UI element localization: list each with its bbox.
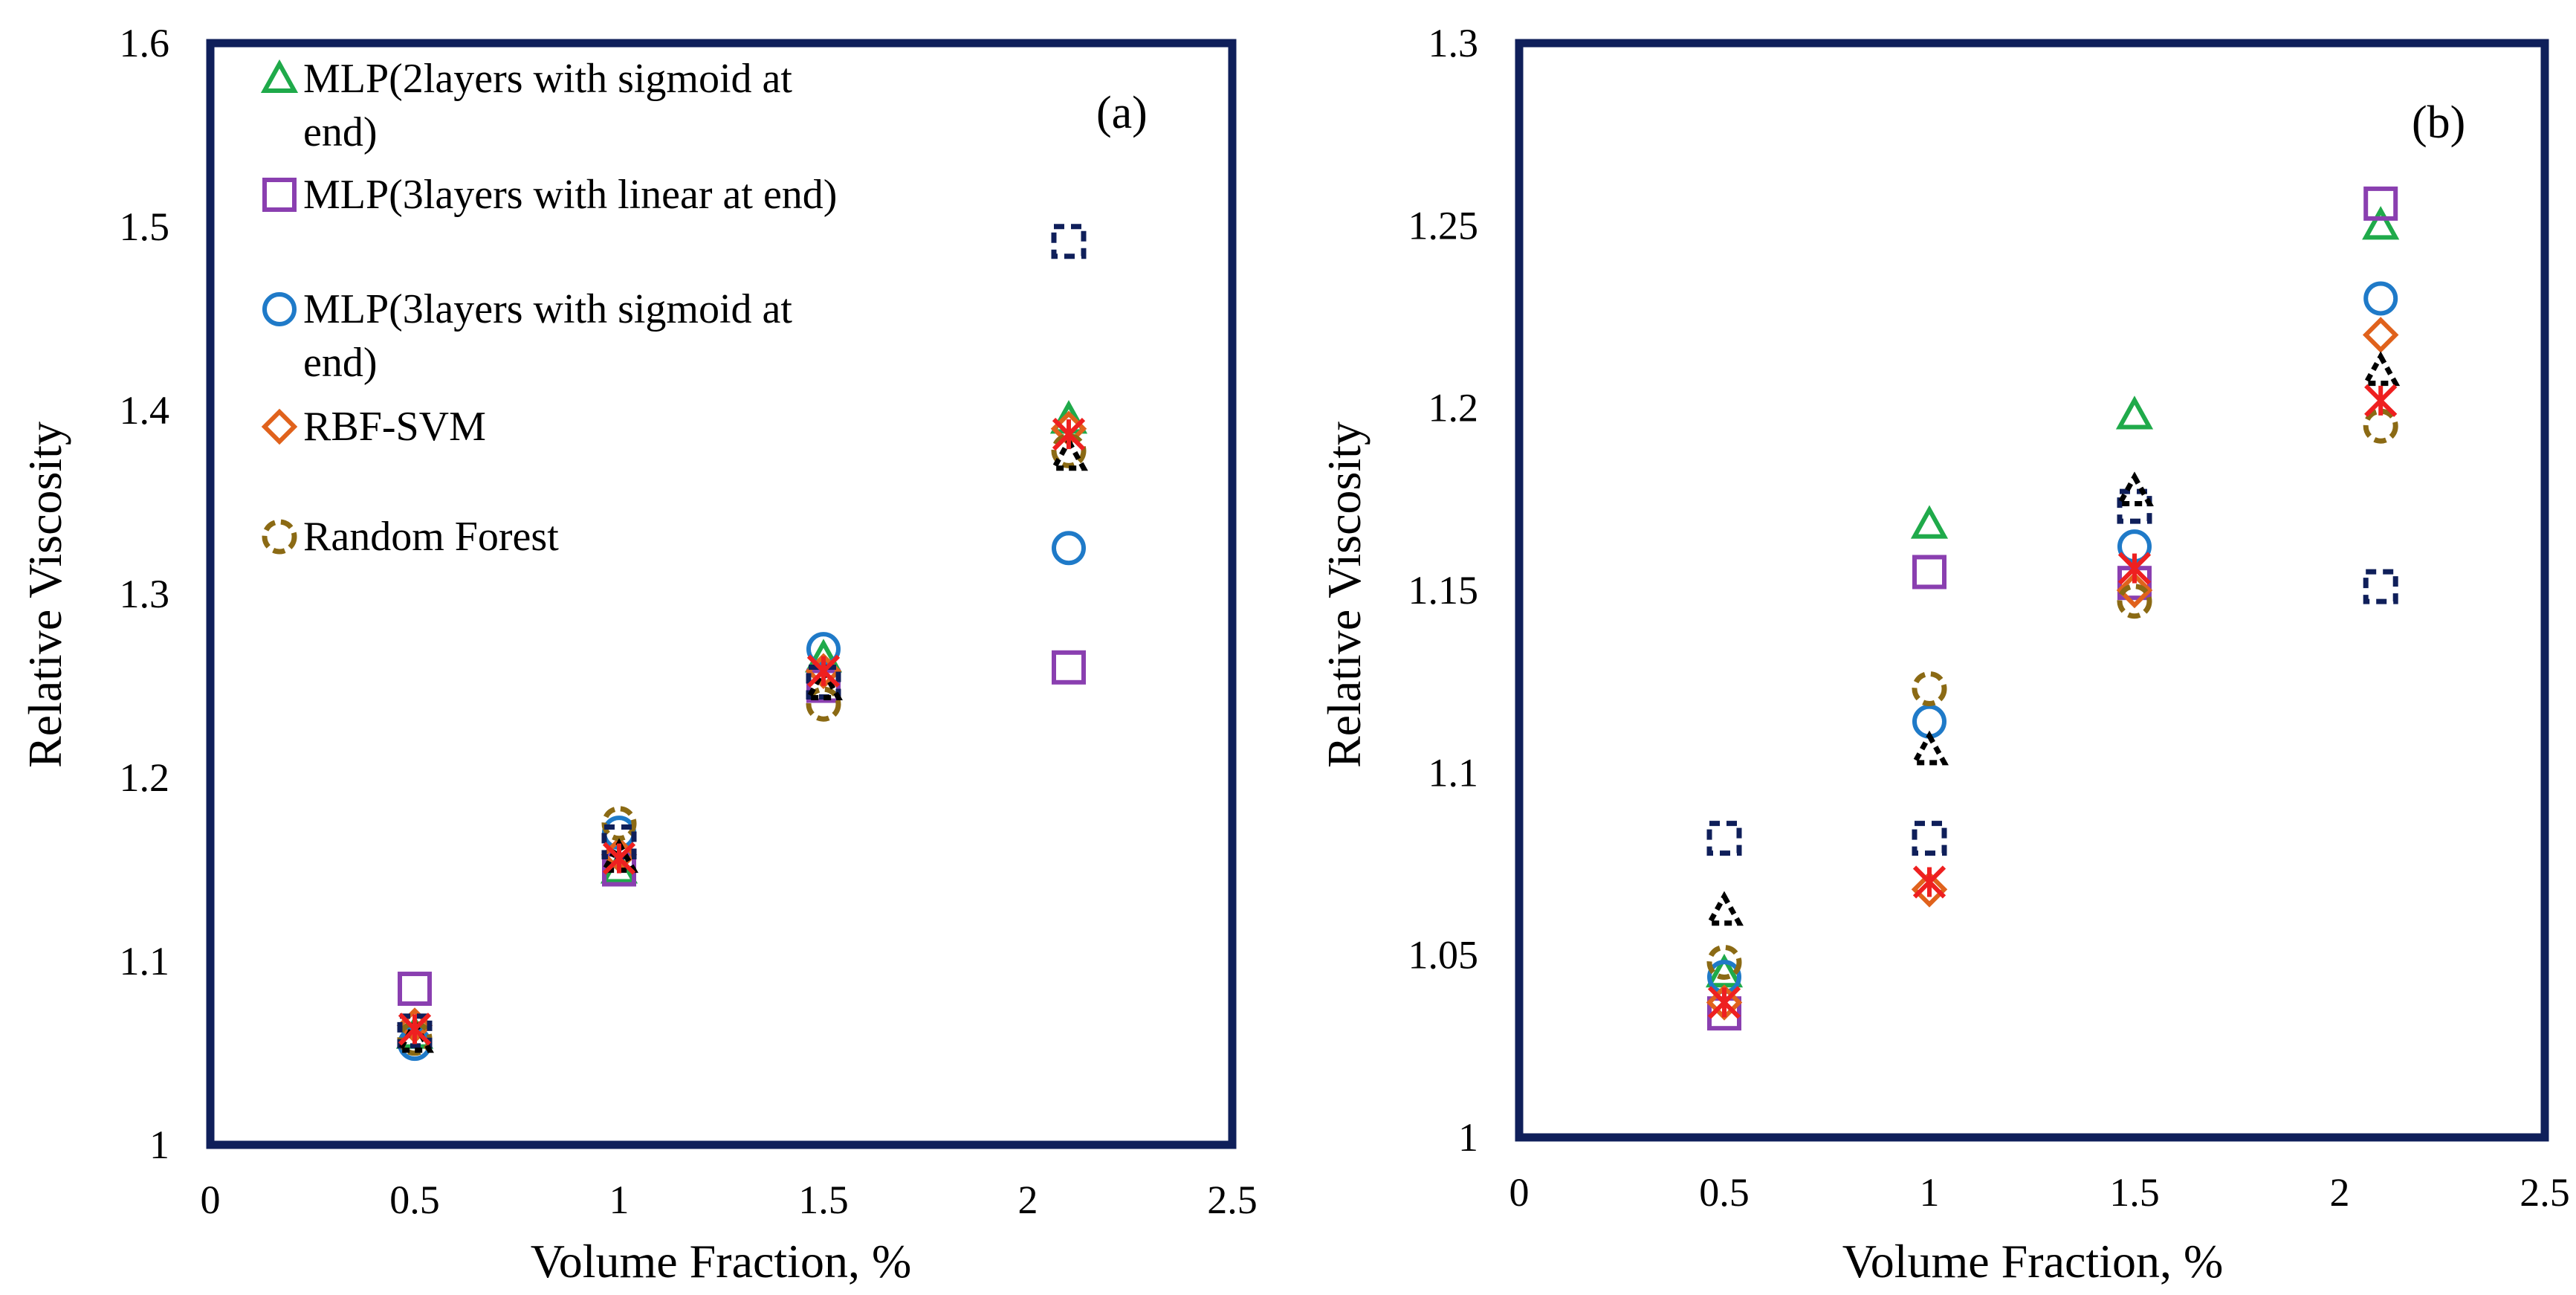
legend-entry: Random Forest xyxy=(262,514,559,560)
data-point xyxy=(1052,650,1086,685)
data-point xyxy=(2117,552,2152,585)
data-point xyxy=(2117,584,2152,619)
data-points-a xyxy=(395,224,1088,1062)
data-point xyxy=(1706,821,1742,856)
data-point xyxy=(2361,351,2401,387)
legend-label: Random Forest xyxy=(303,514,559,560)
x-tick-label: 1 xyxy=(1920,1170,1940,1215)
panel-label-a: (a) xyxy=(1096,88,1148,138)
data-point xyxy=(2363,408,2398,444)
x-tick-label: 2 xyxy=(1018,1178,1038,1222)
data-point xyxy=(1049,436,1088,471)
data-point xyxy=(806,665,841,700)
data-point xyxy=(804,665,843,700)
data-point xyxy=(2116,572,2153,609)
data-point xyxy=(1051,433,1087,468)
data-point xyxy=(2364,384,2398,417)
x-tick-label: 2 xyxy=(2330,1170,2350,1215)
tick-labels-a: 0 0.5 1 1.5 2 2.5 1 1.1 1.2 1.3 1.4 1.5 1.6 xyxy=(120,21,1258,1222)
data-point xyxy=(806,654,841,688)
y-tick-label: 1.05 xyxy=(1408,933,1479,978)
legend-label: end) xyxy=(303,340,378,386)
y-tick-label: 1.6 xyxy=(120,21,170,65)
data-point xyxy=(2363,186,2398,221)
y-tick-label: 1 xyxy=(1458,1115,1478,1160)
legend-entry: RBF-SVM xyxy=(261,404,486,450)
legend-label: MLP(3layers with sigmoid at xyxy=(303,286,792,332)
data-points-b xyxy=(1705,186,2401,1031)
x-tick-label: 1.5 xyxy=(798,1178,849,1222)
data-point xyxy=(1706,944,1742,980)
data-point xyxy=(1910,730,1949,766)
data-point xyxy=(1707,986,1741,1019)
panel-b: (b) Relative Viscosity Volume Fraction, … xyxy=(1318,21,2570,1288)
y-tick-label: 1.3 xyxy=(1428,21,1479,65)
x-tick-label: 0.5 xyxy=(1699,1170,1750,1215)
tick-labels-b: 0 0.5 1 1.5 2 2.5 1 1.05 1.1 1.15 1.2 1.25 1.3 xyxy=(1408,21,2570,1215)
data-point xyxy=(397,1013,433,1049)
data-point xyxy=(2362,206,2400,240)
data-point xyxy=(1912,555,1946,590)
x-tick-label: 1 xyxy=(609,1178,630,1222)
legend: MLP(2layers with sigmoid atend)MLP(3laye… xyxy=(260,56,837,560)
x-tick-label: 2.5 xyxy=(2520,1170,2570,1215)
x-axis-title-b: Volume Fraction, % xyxy=(1842,1235,2224,1288)
x-tick-label: 0 xyxy=(1509,1170,1530,1215)
data-point xyxy=(1912,671,1947,706)
legend-label: RBF-SVM xyxy=(303,404,486,450)
legend-entry: MLP(2layers with sigmoid at end) xyxy=(260,56,792,155)
y-axis-title-b: Relative Viscosity xyxy=(1318,422,1370,768)
y-tick-label: 1.2 xyxy=(120,755,170,800)
x-tick-label: 0.5 xyxy=(389,1178,440,1222)
data-point xyxy=(1051,224,1087,259)
data-point xyxy=(2363,569,2398,604)
circle-legend-icon xyxy=(262,292,297,326)
data-point xyxy=(1911,871,1948,908)
data-point xyxy=(1910,505,1949,539)
data-point xyxy=(2117,488,2152,524)
data-point xyxy=(1912,821,1947,856)
y-tick-label: 1 xyxy=(149,1123,169,1167)
legend-label: end) xyxy=(303,109,378,155)
data-point xyxy=(1705,891,1744,926)
data-point xyxy=(602,842,636,875)
legend-label: MLP(2layers with sigmoid at xyxy=(303,56,792,102)
square-legend-icon xyxy=(262,178,297,212)
data-point xyxy=(2362,317,2399,353)
data-point xyxy=(600,838,638,873)
triangle-legend-icon xyxy=(260,59,299,93)
dashed-circle-legend-icon xyxy=(262,519,297,555)
panel-a: (a) Relative Viscosity Volume Fraction, … xyxy=(19,21,1258,1288)
x-tick-label: 2.5 xyxy=(1207,1178,1258,1222)
legend-label: MLP(3layers with linear at end) xyxy=(303,172,837,218)
legend-entry: MLP(3layers with linear at end) xyxy=(262,172,837,218)
y-tick-label: 1.5 xyxy=(120,204,170,249)
x-axis-title-a: Volume Fraction, % xyxy=(531,1235,912,1288)
data-point xyxy=(1912,865,1946,899)
plot-frame-a xyxy=(206,39,1237,1149)
x-tick-label: 0 xyxy=(201,1178,221,1222)
y-axis-title-a: Relative Viscosity xyxy=(19,422,71,768)
diamond-legend-icon xyxy=(261,408,298,445)
y-tick-label: 1.15 xyxy=(1408,568,1479,613)
data-point xyxy=(1052,417,1086,451)
legend-entry: MLP(3layers with sigmoid at end) xyxy=(262,286,792,386)
data-point xyxy=(398,1013,432,1046)
y-tick-label: 1.2 xyxy=(1428,386,1479,430)
data-point xyxy=(2363,281,2398,316)
data-point xyxy=(2115,471,2154,507)
plot-frame-b xyxy=(1515,39,2549,1142)
data-point xyxy=(2115,395,2154,430)
data-point xyxy=(806,686,841,722)
x-tick-label: 1.5 xyxy=(2109,1170,2160,1215)
y-tick-label: 1.4 xyxy=(120,388,170,433)
data-point xyxy=(1052,531,1086,566)
y-tick-label: 1.3 xyxy=(120,572,170,616)
y-tick-label: 1.1 xyxy=(1428,750,1479,795)
y-tick-label: 1.25 xyxy=(1408,203,1479,248)
panel-label-b: (b) xyxy=(2412,97,2465,148)
data-point xyxy=(398,972,432,1007)
y-tick-label: 1.1 xyxy=(120,939,170,984)
